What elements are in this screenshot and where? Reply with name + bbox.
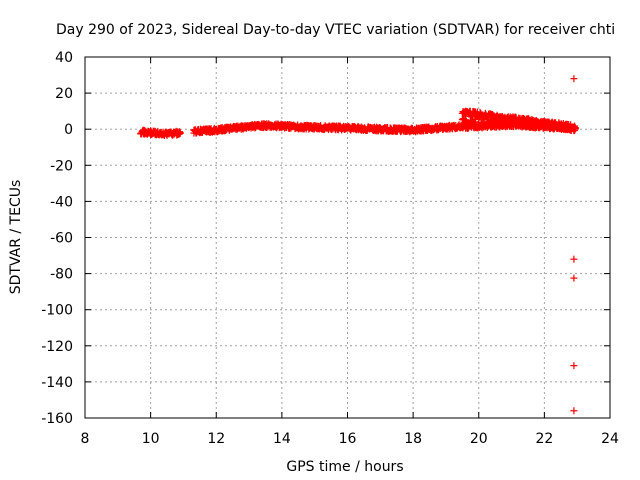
x-tick-label: 20 [470, 431, 488, 447]
data-point [570, 255, 578, 263]
grid [85, 57, 610, 418]
chart-title: Day 290 of 2023, Sidereal Day-to-day VTE… [56, 22, 615, 38]
y-tick-label: -60 [50, 231, 73, 247]
axes: 8 10 12 14 16 18 20 22 24 40 20 0 -20 -40 -60 -80 -100 -1… [41, 50, 619, 447]
y-tick-label: -100 [41, 303, 73, 319]
y-tick-label: -120 [41, 339, 73, 355]
x-tick-label: 18 [404, 431, 422, 447]
y-axis-label: SDTVAR / TECUs [8, 180, 24, 295]
data-point [494, 117, 502, 125]
data-point [465, 122, 473, 130]
x-tick-label: 24 [601, 431, 619, 447]
x-tick-label: 22 [535, 431, 553, 447]
y-tick-label: 20 [55, 86, 73, 102]
x-axis-label: GPS time / hours [286, 459, 403, 475]
data-point [176, 128, 184, 136]
data-points [137, 75, 579, 415]
y-tick-label: -140 [41, 375, 73, 391]
plot-frame [84, 56, 611, 419]
data-point [570, 75, 578, 83]
x-tick-label: 14 [273, 431, 291, 447]
y-tick-label: -40 [50, 194, 73, 210]
data-point [571, 124, 579, 132]
y-tick-label: 0 [64, 122, 73, 138]
y-tick-label: -20 [50, 158, 73, 174]
y-tick-label: 40 [55, 50, 73, 66]
x-tick-label: 12 [207, 431, 225, 447]
data-point [570, 274, 578, 282]
x-tick-label: 8 [81, 431, 90, 447]
data-point [570, 362, 578, 370]
y-tick-label: -80 [50, 267, 73, 283]
data-point [176, 128, 183, 136]
y-tick-label: -160 [41, 411, 73, 427]
x-tick-label: 10 [142, 431, 160, 447]
data-point [570, 407, 578, 415]
x-tick-label: 16 [339, 431, 357, 447]
